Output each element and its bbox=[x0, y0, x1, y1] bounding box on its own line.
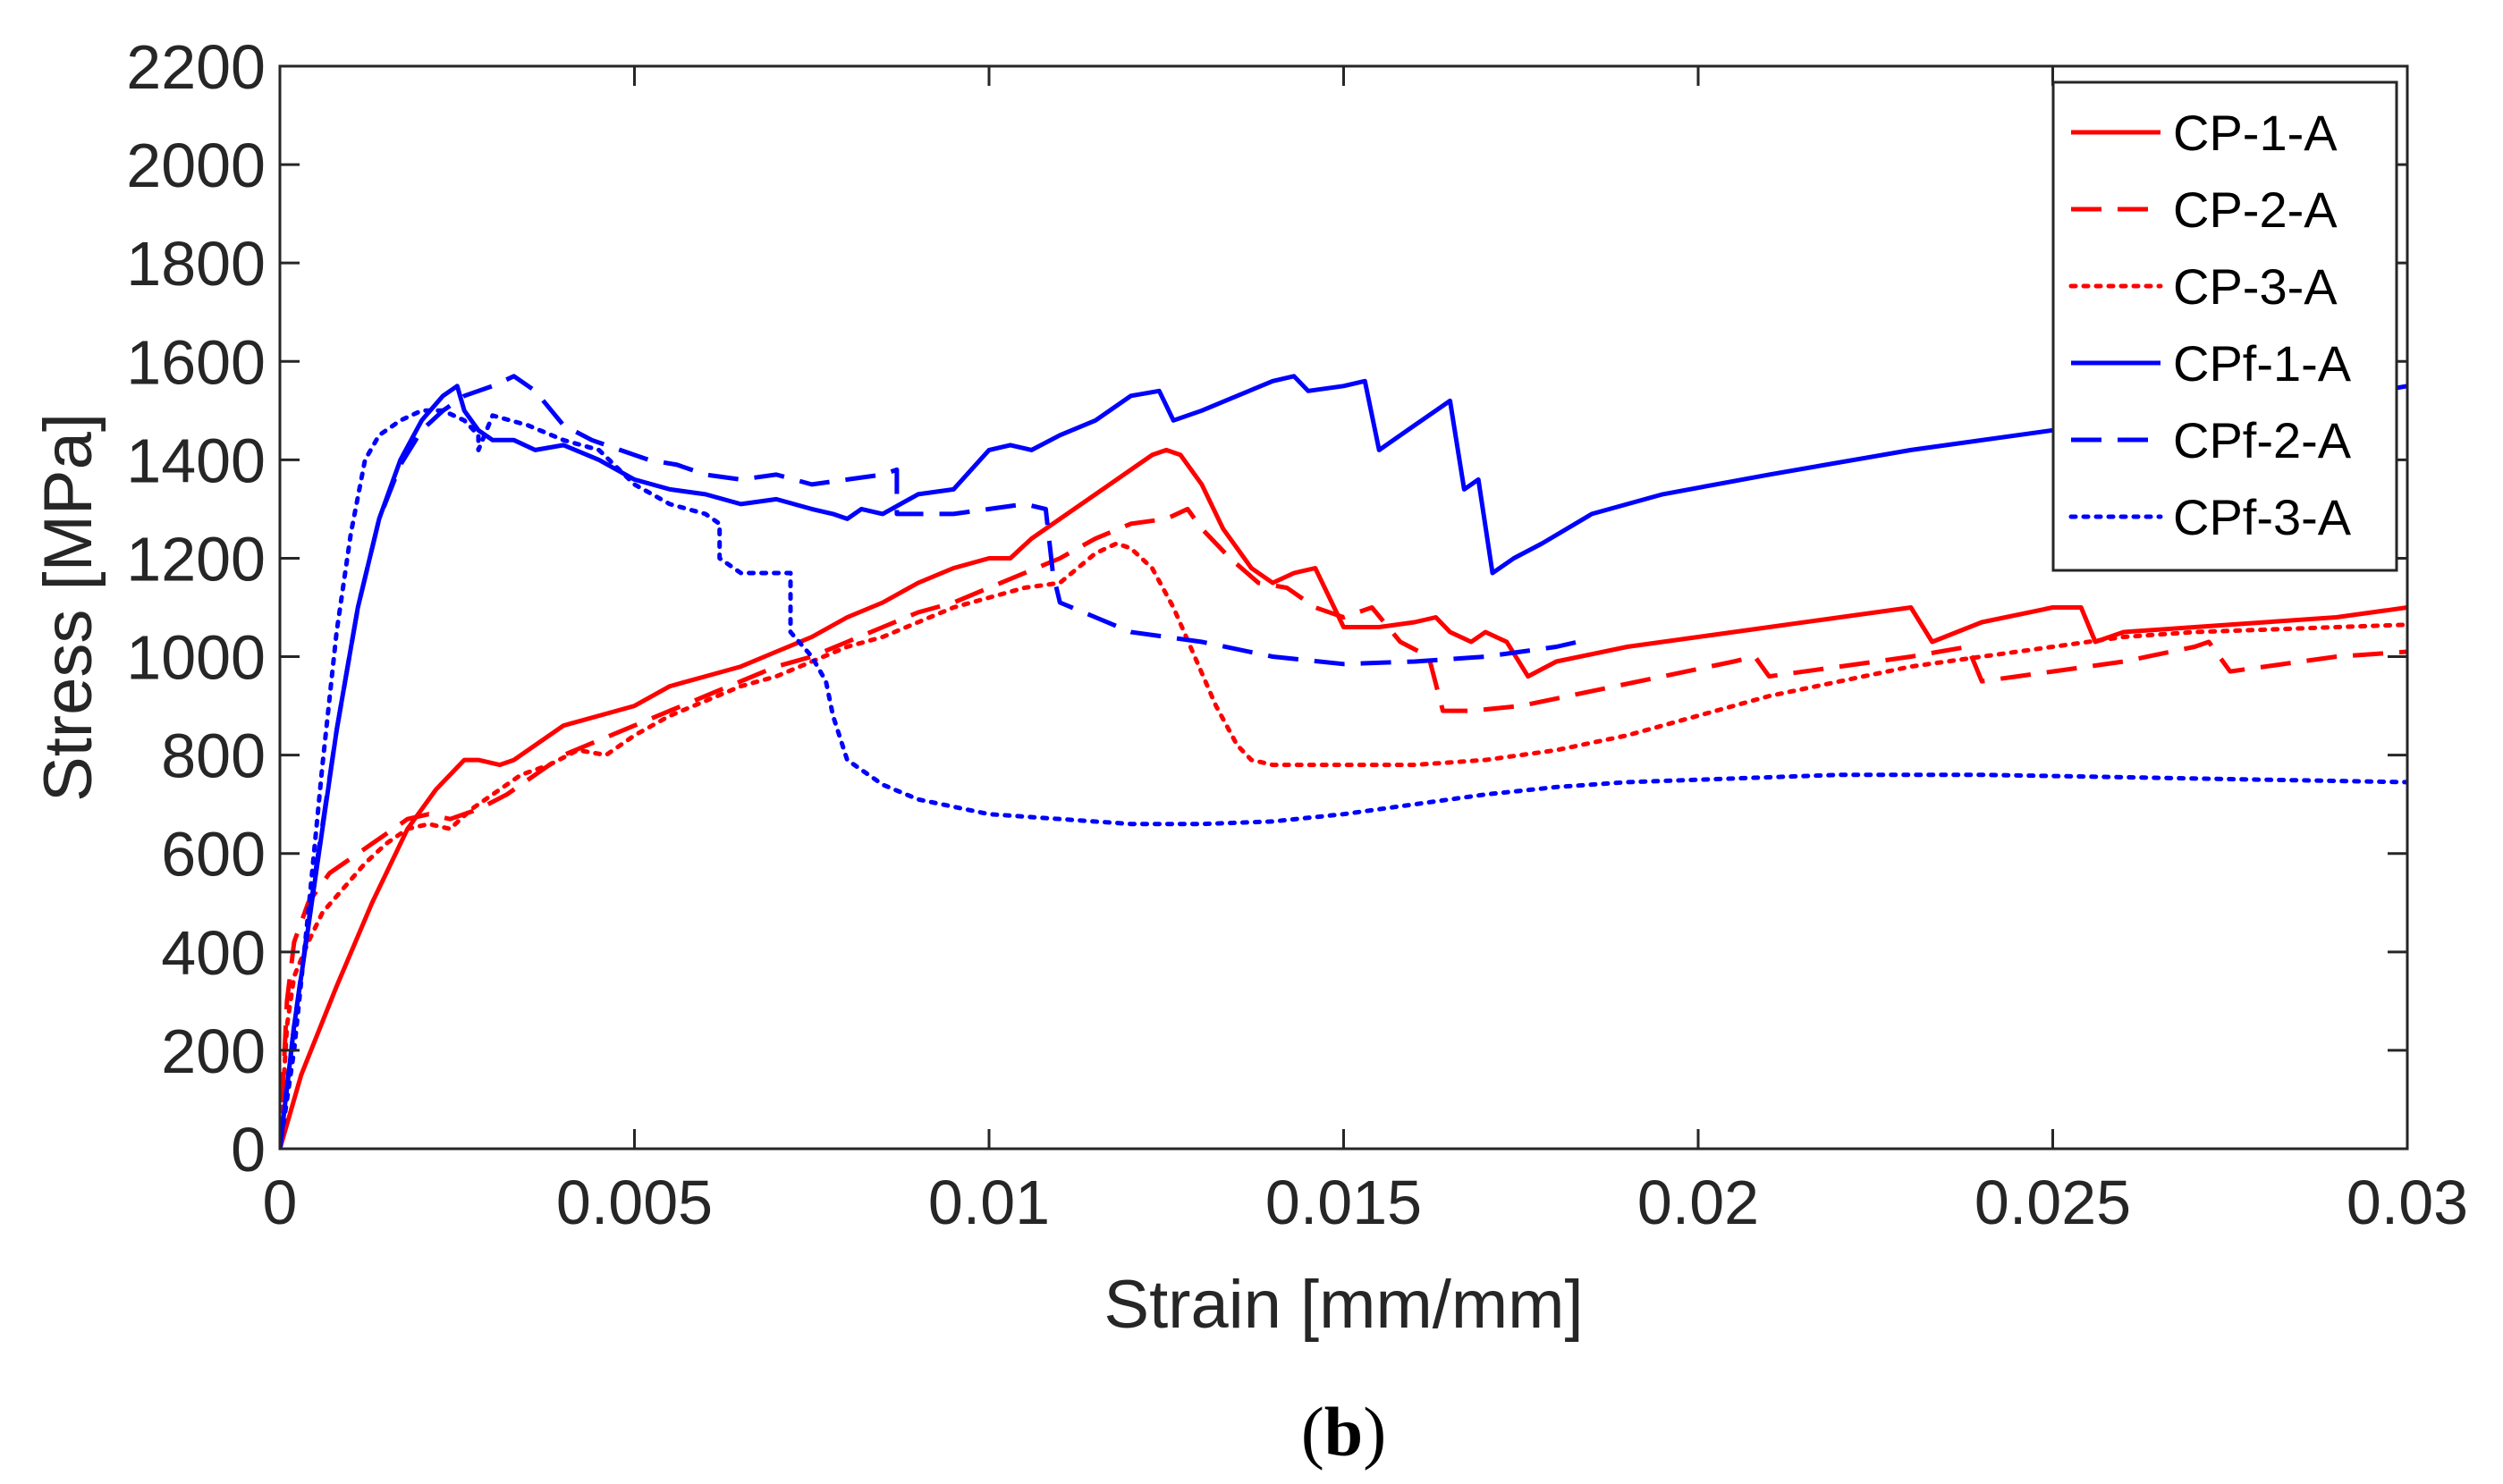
y-tick-label: 800 bbox=[161, 721, 266, 791]
series-line-cpf-2-a bbox=[280, 374, 1578, 1149]
x-tick-label: 0.03 bbox=[2347, 1168, 2468, 1237]
y-tick-label: 1200 bbox=[126, 524, 266, 594]
y-tick-label: 2200 bbox=[126, 32, 266, 102]
y-tick-label: 1400 bbox=[126, 426, 266, 495]
caption-close-paren: ) bbox=[1363, 1393, 1386, 1471]
x-tick-labels: 0 0.005 0.01 0.015 0.02 0.025 0.03 bbox=[263, 1168, 2469, 1237]
legend-item-cpf-3-a: CPf-3-A bbox=[2068, 489, 2352, 545]
legend-item-cp-1-a: CP-1-A bbox=[2071, 105, 2338, 161]
series-line-cp-3-a bbox=[280, 541, 2407, 1149]
legend-item-cpf-1-a: CPf-1-A bbox=[2071, 335, 2352, 392]
y-tick-label: 1000 bbox=[126, 623, 266, 693]
x-tick-label: 0.005 bbox=[556, 1168, 713, 1237]
series-line-cp-1-a bbox=[280, 447, 2407, 1149]
legend-label: CPf-2-A bbox=[2173, 412, 2352, 468]
legend-item-cp-3-a: CP-3-A bbox=[2068, 258, 2338, 315]
series-line-cp-2-a bbox=[280, 506, 2407, 1149]
y-tick-label: 200 bbox=[161, 1016, 266, 1086]
y-tick-label: 400 bbox=[161, 918, 266, 988]
series-line-cpf-1-a bbox=[280, 374, 2407, 1149]
legend-label: CP-3-A bbox=[2173, 258, 2338, 315]
legend-item-cp-2-a: CP-2-A bbox=[2071, 181, 2338, 238]
y-tick-label: 1800 bbox=[126, 229, 266, 299]
y-axis-title: Stress [MPa] bbox=[30, 413, 106, 802]
x-tick-label: 0.015 bbox=[1265, 1168, 1422, 1237]
y-tick-label: 2000 bbox=[126, 131, 266, 200]
y-tick-label: 0 bbox=[231, 1115, 266, 1185]
legend-label: CPf-3-A bbox=[2173, 489, 2352, 545]
caption-open-paren: ( bbox=[1301, 1393, 1324, 1471]
x-tick-label: 0.02 bbox=[1637, 1168, 1759, 1237]
plot-area bbox=[280, 374, 2407, 1149]
x-axis-title: Strain [mm/mm] bbox=[1104, 1267, 1583, 1343]
legend-label: CPf-1-A bbox=[2173, 335, 2352, 392]
x-tick-label: 0 bbox=[263, 1168, 298, 1237]
figure-caption: (b) bbox=[1301, 1393, 1386, 1471]
legend-box bbox=[2051, 80, 2398, 572]
legend-label: CP-1-A bbox=[2173, 105, 2338, 161]
y-tick-labels: 0 200 400 600 800 1000 1200 1400 1600 1800 2000 220… bbox=[126, 32, 266, 1185]
legend-label: CP-2-A bbox=[2173, 181, 2338, 238]
caption-letter: b bbox=[1324, 1393, 1363, 1471]
x-tick-label: 0.025 bbox=[1974, 1168, 2131, 1237]
legend-item-cpf-2-a: CPf-2-A bbox=[2071, 412, 2352, 468]
y-tick-label: 600 bbox=[161, 820, 266, 890]
legend: CP-1-A CP-2-A CP-3-A CPf-1-A CPf-2-A CPf-3-A bbox=[2051, 80, 2398, 572]
series-line-cpf-3-a bbox=[280, 408, 2407, 1149]
x-tick-label: 0.01 bbox=[928, 1168, 1050, 1237]
y-tick-label: 1600 bbox=[126, 327, 266, 397]
